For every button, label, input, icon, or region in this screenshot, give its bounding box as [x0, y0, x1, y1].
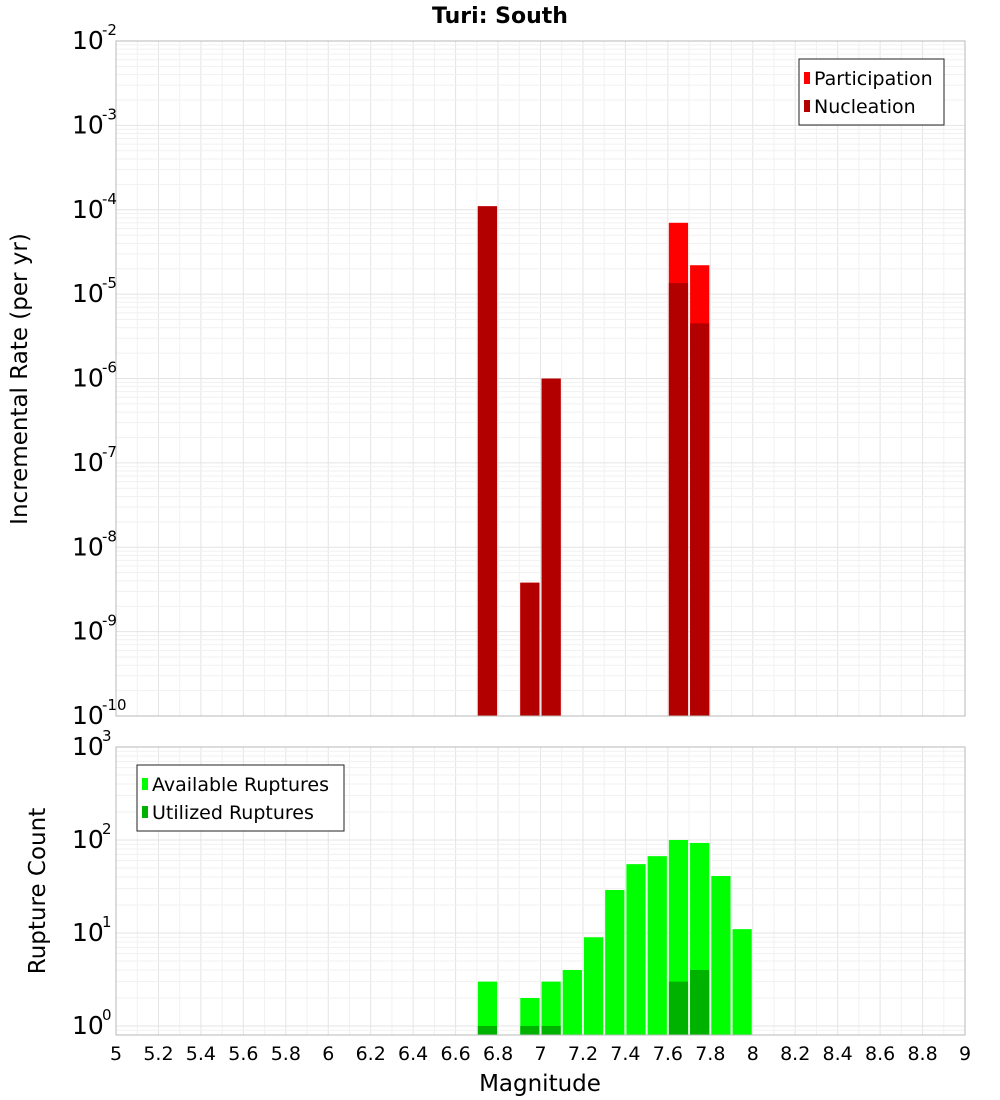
count-y-tick-exponent: 3 [102, 727, 112, 745]
count-bar [583, 937, 604, 1035]
rate-bar [520, 582, 540, 716]
count-y-tick-exponent: 2 [102, 820, 112, 838]
x-tick-label: 6.8 [483, 1043, 513, 1065]
x-tick-label: 6.4 [398, 1043, 428, 1065]
x-tick-label: 7 [534, 1043, 546, 1065]
x-tick-label: 5.6 [228, 1043, 258, 1065]
count-bar [562, 969, 582, 1035]
rate-legend-swatch [804, 72, 810, 84]
count-legend: Available Ruptures Utilized Ruptures [136, 764, 345, 832]
count-y-tick-label: 10 [72, 732, 104, 761]
x-tick-label: 7.8 [695, 1043, 725, 1065]
x-tick-label: 8.2 [780, 1043, 810, 1065]
rate-y-tick-label: 10 [72, 448, 104, 477]
rate-y-tick-label: 10 [72, 279, 104, 308]
x-axis-label: Magnitude [479, 1071, 601, 1097]
rate-bar [668, 283, 689, 716]
count-legend-label: Utilized Ruptures [152, 802, 314, 824]
rate-y-tick-label: 10 [72, 701, 104, 730]
count-y-axis-label: Rupture Count [25, 808, 51, 974]
rate-y-tick-exponent: -8 [102, 527, 117, 545]
x-tick-label: 8.6 [865, 1043, 895, 1065]
x-tick-label: 6 [322, 1043, 334, 1065]
x-tick-label: 8.8 [907, 1043, 937, 1065]
count-bar [690, 969, 710, 1035]
rate-y-tick-exponent: -3 [102, 105, 117, 123]
rate-y-tick-exponent: -10 [102, 696, 127, 714]
count-legend-swatch [142, 778, 148, 790]
count-bar [477, 1025, 498, 1035]
x-tick-label: 7.2 [568, 1043, 598, 1065]
x-tick-label: 5.8 [271, 1043, 301, 1065]
x-tick-label: 5.2 [143, 1043, 173, 1065]
x-tick-label: 6.6 [440, 1043, 470, 1065]
x-tick-label: 8 [747, 1043, 759, 1065]
rate-legend-swatch [804, 100, 810, 112]
rate-legend-label: Nucleation [814, 96, 916, 118]
rate-bar [690, 323, 710, 716]
rate-bar [477, 206, 498, 716]
x-tick-label: 5.4 [186, 1043, 216, 1065]
rate-y-tick-exponent: -6 [102, 359, 117, 377]
rate-y-tick-exponent: -7 [102, 443, 117, 461]
rate-y-axis-label: Incremental Rate (per yr) [7, 233, 33, 525]
count-bar [477, 981, 498, 1035]
count-y-tick-exponent: 1 [102, 913, 112, 931]
count-bar [711, 876, 731, 1035]
count-series-1 [477, 969, 710, 1035]
rate-y-tick-label: 10 [72, 110, 104, 139]
rate-grid [115, 40, 966, 717]
count-y-tick-exponent: 0 [102, 1006, 112, 1024]
count-bar [647, 856, 667, 1035]
count-y-tick-label: 10 [72, 825, 104, 854]
x-ticks: 5 5.2 5.4 5.6 5.8 6 6.2 6.4 6.6 6.8 7 7.2 7.4 7.6 7.8 8… [110, 1043, 971, 1065]
rate-y-tick-label: 10 [72, 617, 104, 646]
count-y-tick-label: 10 [72, 918, 104, 947]
rate-panel: 10-1010-910-810-710-610-510-410-310-2Par… [72, 21, 966, 730]
count-bar [541, 1025, 561, 1035]
rate-y-tick-label: 10 [72, 26, 104, 55]
count-bar [520, 997, 540, 1035]
count-bar [541, 981, 561, 1035]
x-tick-label: 8.4 [823, 1043, 853, 1065]
count-legend-label: Available Ruptures [152, 774, 329, 796]
rate-y-tick-label: 10 [72, 195, 104, 224]
x-tick-label: 6.2 [356, 1043, 386, 1065]
count-bar [668, 981, 689, 1035]
count-legend-swatch [142, 806, 148, 818]
rate-legend-box [798, 58, 945, 126]
count-plot-frame [115, 746, 966, 1036]
rate-y-tick-label: 10 [72, 364, 104, 393]
x-tick-label: 7.4 [610, 1043, 640, 1065]
rate-legend-label: Participation [814, 68, 933, 90]
count-bar [605, 889, 625, 1035]
count-y-tick-label: 10 [72, 1011, 104, 1040]
rate-y-tick-exponent: -5 [102, 274, 117, 292]
x-tick-label: 9 [959, 1043, 971, 1065]
rate-legend: Participation Nucleation [798, 58, 945, 126]
rate-y-tick-exponent: -9 [102, 612, 117, 630]
rate-y-tick-label: 10 [72, 532, 104, 561]
rate-y-tick-exponent: -4 [102, 190, 117, 208]
count-legend-box [136, 764, 345, 832]
x-tick-label: 7.6 [653, 1043, 683, 1065]
x-tick-label: 5 [110, 1043, 122, 1065]
count-bar [520, 1025, 540, 1035]
rate-plot-frame [115, 40, 966, 717]
count-bar [626, 864, 646, 1035]
chart-title: Turi: South [432, 4, 568, 29]
rate-series-1 [477, 206, 710, 716]
count-bar [732, 929, 752, 1035]
rate-bar [541, 378, 561, 716]
rate-y-tick-exponent: -2 [102, 21, 117, 39]
